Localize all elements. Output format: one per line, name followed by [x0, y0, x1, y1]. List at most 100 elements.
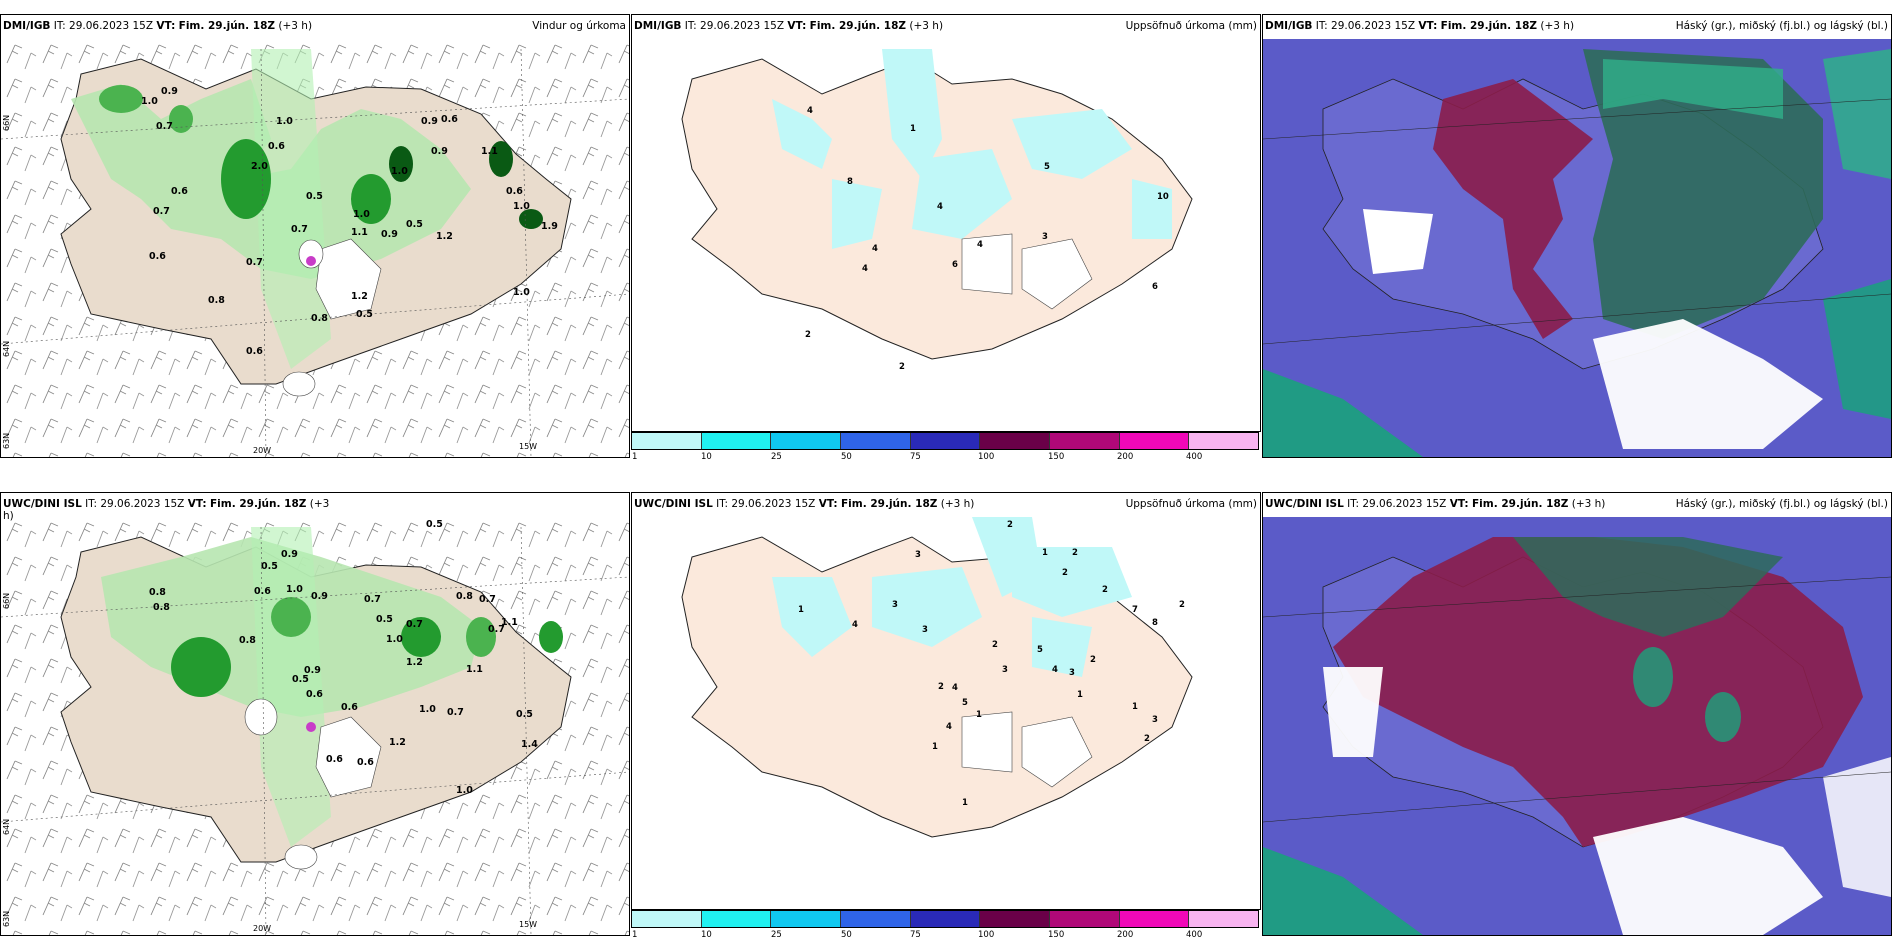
init-time: IT: 29.06.2023 15Z — [1315, 20, 1416, 32]
svg-text:4: 4 — [977, 240, 983, 250]
colorbar-segment — [980, 911, 1051, 927]
panel-header: UWC/DINI ISL IT: 29.06.2023 15Z VT: Fim.… — [632, 493, 1260, 517]
lead-time: (+3 h) — [1540, 20, 1575, 32]
svg-text:0.5: 0.5 — [376, 614, 393, 625]
colorbar-segment — [771, 911, 842, 927]
svg-text:15W: 15W — [519, 920, 537, 929]
colorbar-accum-top — [631, 432, 1259, 450]
colorbar-segment — [1050, 433, 1120, 449]
svg-text:1: 1 — [910, 124, 916, 134]
svg-text:6: 6 — [952, 260, 958, 270]
svg-text:1: 1 — [1077, 690, 1083, 700]
panel-header: DMI/IGB IT: 29.06.2023 15Z VT: Fim. 29.j… — [1, 15, 629, 39]
svg-text:1: 1 — [1132, 702, 1138, 712]
svg-text:3: 3 — [1152, 715, 1158, 725]
svg-text:0.8: 0.8 — [208, 295, 225, 306]
colorbar-segment — [841, 911, 911, 927]
colorbar-segment — [1119, 911, 1190, 927]
svg-text:1.2: 1.2 — [436, 231, 453, 242]
svg-text:0.7: 0.7 — [153, 206, 170, 217]
colorbar-label: 50 — [841, 452, 852, 462]
svg-text:2: 2 — [1062, 568, 1068, 578]
panel-wind-precip-dmi: DMI/IGB IT: 29.06.2023 15Z VT: Fim. 29.j… — [0, 14, 630, 458]
colorbar-label: 100 — [978, 452, 995, 462]
panel-header: DMI/IGB IT: 29.06.2023 15Z VT: Fim. 29.j… — [1263, 15, 1891, 39]
svg-text:5: 5 — [1037, 645, 1043, 655]
svg-text:3: 3 — [915, 550, 921, 560]
colorbar-segment — [841, 433, 911, 449]
colorbar-label: 150 — [1048, 930, 1065, 940]
svg-text:0.9: 0.9 — [161, 86, 178, 97]
svg-text:1.1: 1.1 — [481, 146, 498, 157]
svg-text:1.2: 1.2 — [351, 291, 368, 302]
valid-time: Fim. 29.jún. 18Z — [178, 20, 276, 32]
svg-text:0.6: 0.6 — [171, 186, 188, 197]
svg-text:0.8: 0.8 — [311, 313, 328, 324]
svg-text:1.0: 1.0 — [513, 201, 530, 212]
panel-title: Háský (gr.), miðský (fj.bl.) og lágský (… — [1675, 498, 1888, 510]
panel-header: UWC/DINI ISL IT: 29.06.2023 15Z VT: Fim.… — [1, 493, 629, 522]
colorbar-label: 50 — [841, 930, 852, 940]
svg-text:0.7: 0.7 — [447, 707, 464, 718]
svg-text:20W: 20W — [253, 924, 271, 933]
svg-text:0.7: 0.7 — [156, 121, 173, 132]
panel-header: DMI/IGB IT: 29.06.2023 15Z VT: Fim. 29.j… — [632, 15, 1260, 39]
map-clouds[interactable] — [1263, 39, 1891, 457]
model-name: UWC/DINI ISL — [1265, 498, 1344, 510]
svg-text:1.0: 1.0 — [276, 116, 293, 127]
map-accum-precip[interactable]: 4 8 4 5 4 3 10 6 6 4 2 2 1 4 — [632, 39, 1260, 431]
svg-text:4: 4 — [807, 106, 813, 116]
panel-title: Háský (gr.), miðský (fj.bl.) og lágský (… — [1675, 20, 1888, 32]
colorbar-label: 200 — [1117, 452, 1134, 462]
init-time: IT: 29.06.2023 15Z — [85, 498, 185, 510]
vt-label: VT: — [1418, 20, 1438, 32]
colorbar-segment — [1119, 433, 1190, 449]
svg-text:0.9: 0.9 — [281, 549, 298, 560]
svg-text:0.7: 0.7 — [246, 257, 263, 268]
svg-text:0.9: 0.9 — [431, 146, 448, 157]
colorbar-label: 1 — [632, 930, 638, 940]
svg-text:3: 3 — [1002, 665, 1008, 675]
vt-label: VT: — [187, 498, 207, 510]
valid-time: Fim. 29.jún. 18Z — [1440, 20, 1538, 32]
svg-text:0.8: 0.8 — [239, 635, 256, 646]
colorbar-label: 25 — [771, 452, 782, 462]
svg-text:4: 4 — [1052, 665, 1058, 675]
svg-text:0.7: 0.7 — [488, 624, 505, 635]
colorbar-labels-top: 1 10 25 50 75 100 150 200 400 — [631, 452, 1259, 464]
vt-label: VT: — [818, 498, 838, 510]
model-name: DMI/IGB — [1265, 20, 1313, 32]
svg-text:1: 1 — [932, 742, 938, 752]
colorbar-segment — [632, 911, 702, 927]
svg-text:2: 2 — [992, 640, 998, 650]
svg-text:1.4: 1.4 — [521, 739, 538, 750]
svg-text:4: 4 — [937, 202, 943, 212]
svg-text:66N: 66N — [2, 593, 11, 609]
svg-text:8: 8 — [1152, 618, 1158, 628]
colorbar-segment — [771, 433, 842, 449]
init-time: IT: 29.06.2023 15Z — [1347, 498, 1447, 510]
svg-text:0.9: 0.9 — [421, 116, 438, 127]
colorbar-labels-bottom: 1 10 25 50 75 100 150 200 400 — [631, 930, 1259, 942]
svg-text:1.1: 1.1 — [501, 617, 518, 628]
colorbar-segment — [1189, 433, 1259, 449]
map-clouds-2[interactable] — [1263, 517, 1891, 935]
svg-text:15W: 15W — [519, 442, 537, 451]
colorbar-label: 200 — [1117, 930, 1134, 940]
model-name: UWC/DINI ISL — [3, 498, 82, 510]
colorbar-label: 75 — [910, 930, 921, 940]
svg-text:0.7: 0.7 — [406, 619, 423, 630]
map-wind-precip[interactable]: 1.0 0.9 0.7 0.6 0.9 1.0 0.6 0.7 2.0 1.0 0.9 0.6 … — [1, 39, 629, 457]
svg-text:1: 1 — [976, 710, 982, 720]
svg-text:1.9: 1.9 — [541, 221, 558, 232]
vt-label: VT: — [1449, 498, 1469, 510]
svg-text:4: 4 — [852, 620, 858, 630]
svg-text:2.0: 2.0 — [251, 161, 268, 172]
svg-text:0.5: 0.5 — [516, 709, 533, 720]
svg-text:3: 3 — [892, 600, 898, 610]
map-wind-precip-2[interactable]: 0.9 0.5 0.8 0.6 1.0 0.8 0.7 0.9 0.7 0.5 0.8 1.0 … — [1, 517, 629, 935]
colorbar-label: 150 — [1048, 452, 1065, 462]
model-name: DMI/IGB — [3, 20, 51, 32]
model-name: DMI/IGB — [634, 20, 682, 32]
